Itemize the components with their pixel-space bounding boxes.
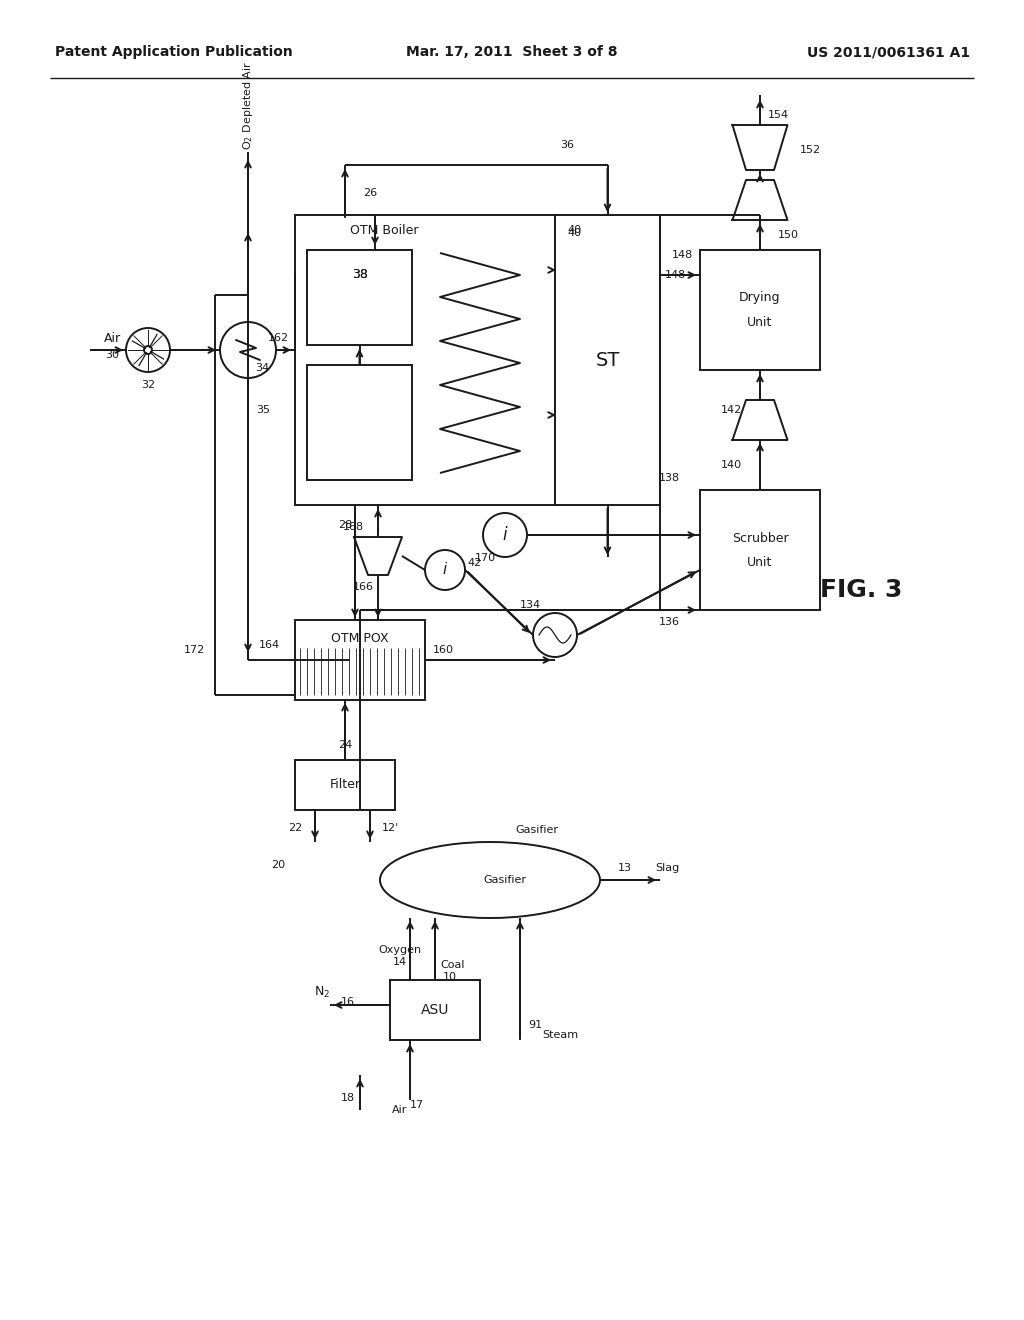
Text: 18: 18 — [341, 1093, 355, 1104]
Bar — [700, 490, 820, 610]
Text: 26: 26 — [362, 187, 377, 198]
Text: 148: 148 — [672, 249, 693, 260]
Text: Filter: Filter — [330, 779, 360, 792]
Text: 38: 38 — [352, 268, 368, 281]
Text: 42: 42 — [468, 558, 482, 568]
Text: Unit: Unit — [748, 315, 773, 329]
Text: 134: 134 — [519, 601, 541, 610]
Bar — [307, 366, 412, 480]
Text: 16: 16 — [341, 997, 355, 1007]
Text: 138: 138 — [658, 473, 680, 483]
Text: 166: 166 — [352, 582, 374, 591]
Bar — [295, 760, 395, 810]
Text: 168: 168 — [342, 521, 364, 532]
Text: 12': 12' — [381, 822, 398, 833]
Bar — [390, 979, 480, 1040]
Text: ST: ST — [595, 351, 620, 370]
Text: Slag: Slag — [655, 863, 679, 873]
Text: Patent Application Publication: Patent Application Publication — [55, 45, 293, 59]
Text: 152: 152 — [800, 145, 821, 154]
Bar — [307, 249, 412, 345]
Bar — [295, 215, 555, 506]
Text: OTM Boiler: OTM Boiler — [350, 223, 419, 236]
Text: Steam: Steam — [542, 1030, 579, 1040]
Text: 148: 148 — [665, 271, 686, 280]
Text: 13: 13 — [618, 863, 632, 873]
Text: Gasifier: Gasifier — [483, 875, 526, 884]
Text: 35: 35 — [256, 405, 270, 414]
Text: 136: 136 — [659, 616, 680, 627]
Text: N$_2$: N$_2$ — [314, 985, 330, 999]
Text: 172: 172 — [183, 645, 205, 655]
Text: 162: 162 — [267, 333, 289, 343]
Text: Gasifier: Gasifier — [515, 825, 558, 836]
Text: 14: 14 — [393, 957, 408, 968]
Text: 32: 32 — [141, 380, 155, 389]
Text: 142: 142 — [721, 405, 742, 414]
Text: OTM POX: OTM POX — [331, 631, 389, 644]
Bar — [555, 215, 660, 506]
Text: i: i — [503, 525, 507, 544]
Text: Drying: Drying — [739, 292, 780, 305]
Text: Scrubber: Scrubber — [732, 532, 788, 544]
Text: 150: 150 — [778, 230, 799, 240]
Ellipse shape — [380, 842, 600, 917]
Text: Mar. 17, 2011  Sheet 3 of 8: Mar. 17, 2011 Sheet 3 of 8 — [407, 45, 617, 59]
Text: Air: Air — [392, 1105, 408, 1115]
Text: 22: 22 — [288, 822, 302, 833]
Text: 30: 30 — [105, 350, 119, 360]
Text: 34: 34 — [255, 363, 269, 374]
Bar — [700, 249, 820, 370]
Text: 140: 140 — [721, 459, 742, 470]
Text: Coal: Coal — [440, 960, 465, 970]
Text: Air: Air — [103, 331, 121, 345]
Text: 38: 38 — [352, 268, 368, 281]
Text: 40: 40 — [567, 224, 582, 235]
Text: 91: 91 — [528, 1020, 542, 1030]
Text: 164: 164 — [259, 640, 280, 649]
Text: 20: 20 — [271, 861, 285, 870]
Text: US 2011/0061361 A1: US 2011/0061361 A1 — [807, 45, 970, 59]
Text: i: i — [442, 562, 447, 578]
Text: 160: 160 — [432, 645, 454, 655]
Text: Oxygen: Oxygen — [379, 945, 422, 954]
Polygon shape — [732, 180, 787, 220]
Bar — [295, 620, 425, 700]
Text: 17: 17 — [410, 1100, 424, 1110]
Text: 40: 40 — [567, 228, 582, 238]
Text: ASU: ASU — [421, 1003, 450, 1016]
Text: 10: 10 — [443, 972, 457, 982]
Polygon shape — [354, 537, 402, 576]
Text: 28: 28 — [338, 520, 352, 531]
Text: Unit: Unit — [748, 556, 773, 569]
Text: 154: 154 — [767, 110, 788, 120]
Polygon shape — [732, 125, 787, 170]
Text: 36: 36 — [560, 140, 574, 150]
Polygon shape — [732, 400, 787, 440]
Text: O$_2$ Depleted Air: O$_2$ Depleted Air — [241, 61, 255, 150]
Text: 170: 170 — [474, 553, 496, 564]
Text: 24: 24 — [338, 741, 352, 750]
Text: FIG. 3: FIG. 3 — [820, 578, 902, 602]
